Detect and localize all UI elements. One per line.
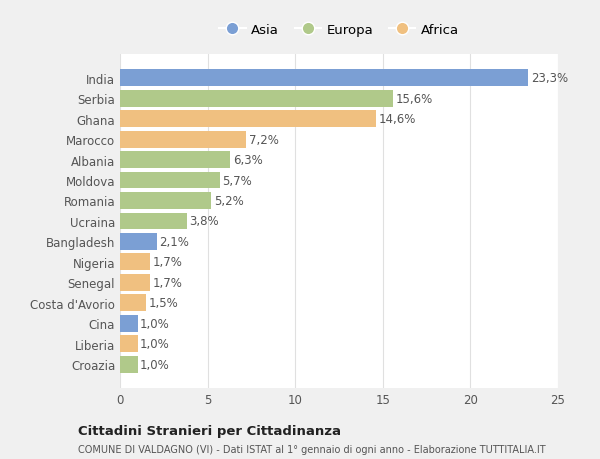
Bar [120,336,137,353]
Text: 3,8%: 3,8% [189,215,219,228]
Text: 15,6%: 15,6% [396,93,433,106]
Text: 14,6%: 14,6% [379,113,416,126]
Text: 7,2%: 7,2% [249,133,278,146]
Text: 23,3%: 23,3% [531,72,568,85]
Text: COMUNE DI VALDAGNO (VI) - Dati ISTAT al 1° gennaio di ogni anno - Elaborazione T: COMUNE DI VALDAGNO (VI) - Dati ISTAT al … [78,444,545,454]
Text: Cittadini Stranieri per Cittadinanza: Cittadini Stranieri per Cittadinanza [78,425,341,437]
Bar [120,70,528,87]
Bar [120,152,230,168]
Text: 1,7%: 1,7% [152,276,182,289]
Bar [120,274,150,291]
Bar [120,234,157,250]
Bar [120,90,394,107]
Bar [120,193,211,209]
Text: 1,7%: 1,7% [152,256,182,269]
Bar [120,172,220,189]
Text: 1,0%: 1,0% [140,337,170,350]
Bar [120,131,246,148]
Bar [120,315,137,332]
Text: 5,7%: 5,7% [223,174,252,187]
Bar [120,111,376,128]
Text: 2,1%: 2,1% [160,235,189,248]
Bar [120,213,187,230]
Legend: Asia, Europa, Africa: Asia, Europa, Africa [214,18,464,42]
Text: 6,3%: 6,3% [233,154,263,167]
Text: 1,0%: 1,0% [140,317,170,330]
Text: 5,2%: 5,2% [214,195,244,207]
Text: 1,0%: 1,0% [140,358,170,371]
Bar [120,356,137,373]
Text: 1,5%: 1,5% [149,297,179,310]
Bar [120,254,150,271]
Bar [120,295,146,312]
